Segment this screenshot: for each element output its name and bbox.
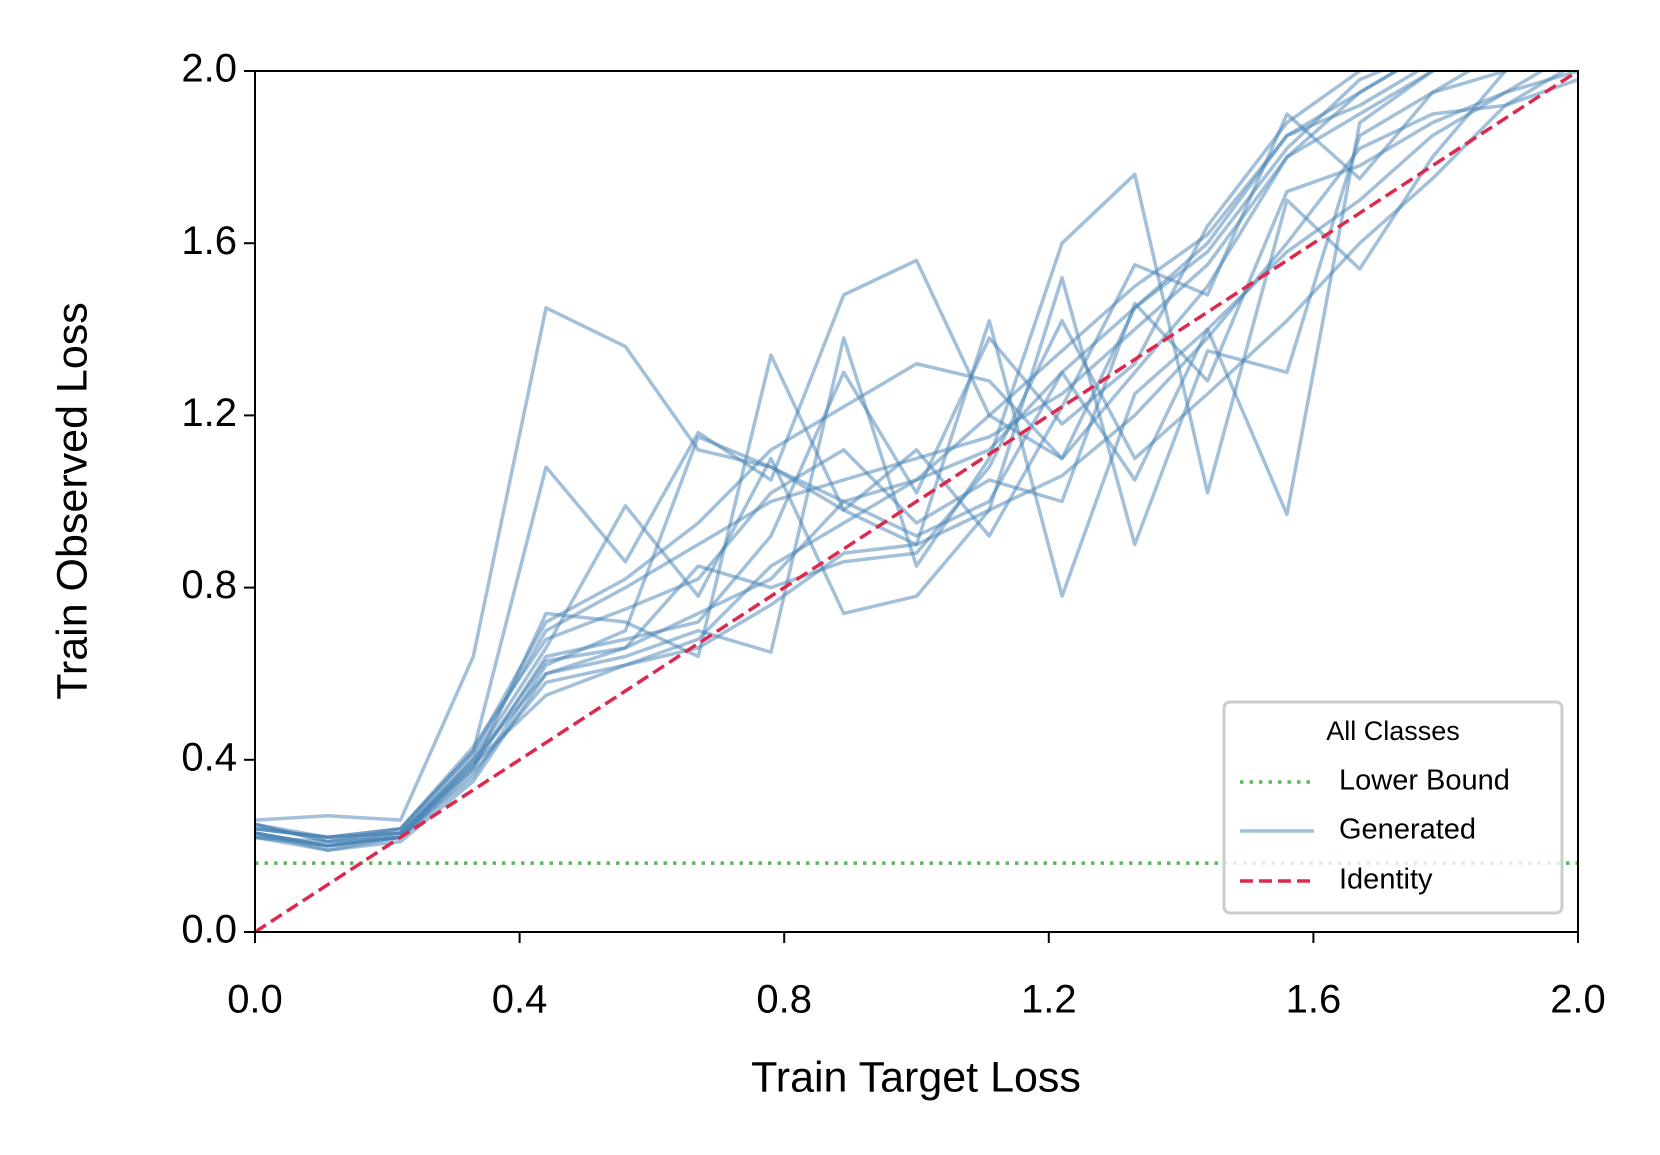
- legend: All Classes Lower Bound Generated Identi…: [1222, 700, 1564, 915]
- generated-line: [255, 71, 1386, 840]
- x-tick-label: 1.2: [1021, 978, 1077, 1022]
- legend-label: Generated: [1339, 814, 1476, 846]
- x-tick-label: 1.6: [1286, 978, 1342, 1022]
- x-axis-label: Train Target Loss: [751, 1053, 1081, 1101]
- x-tick-label: 0.0: [227, 978, 283, 1022]
- legend-label: Lower Bound: [1339, 765, 1510, 797]
- legend-title: All Classes: [1326, 716, 1460, 746]
- y-tick-label: 0.8: [181, 563, 237, 607]
- y-tick-label: 0.0: [181, 908, 237, 952]
- generated-line: [255, 71, 1578, 844]
- generated-line: [255, 71, 1567, 844]
- legend-box: [1222, 700, 1564, 915]
- generated-line: [255, 71, 1400, 840]
- y-tick-label: 2.0: [181, 47, 237, 91]
- x-tick-label: 0.8: [756, 978, 812, 1022]
- y-tick-label: 1.2: [181, 391, 237, 435]
- y-axis-label: Train Observed Loss: [48, 302, 96, 700]
- y-tick-label: 0.4: [181, 735, 237, 779]
- x-tick-label: 0.4: [492, 978, 548, 1022]
- generated-line: [255, 71, 1473, 852]
- generated-line: [255, 71, 1546, 848]
- plot-area: [255, 71, 1578, 932]
- axes-frame: [254, 70, 1579, 933]
- generated-line: [255, 71, 1364, 840]
- y-tick-label: 1.6: [181, 219, 237, 263]
- generated-line: [255, 71, 1400, 822]
- x-tick-label: 2.0: [1550, 978, 1606, 1022]
- identity-line: [255, 71, 1578, 932]
- generated-line: [255, 71, 1512, 852]
- generated-line: [255, 71, 1422, 848]
- legend-label: Identity: [1339, 864, 1433, 896]
